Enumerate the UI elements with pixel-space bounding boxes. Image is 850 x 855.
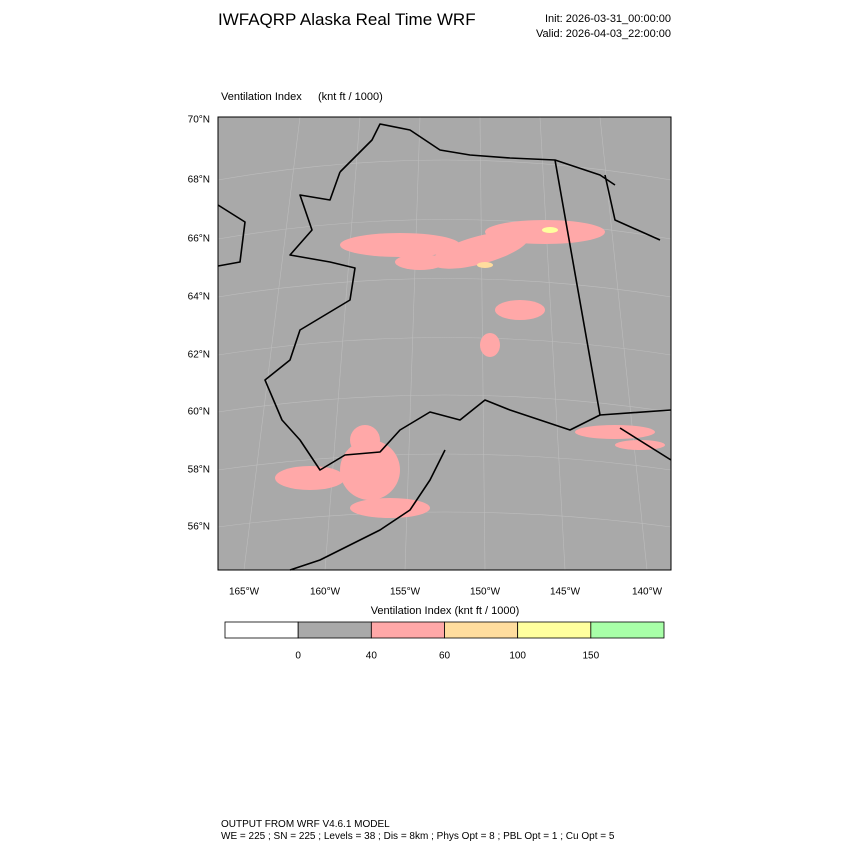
field-name: Ventilation Index	[221, 91, 302, 103]
lat-label: 64°N	[188, 292, 210, 303]
title: IWFAQRP Alaska Real Time WRF	[218, 10, 476, 29]
colorbar-label: 100	[509, 651, 526, 662]
lat-label: 56°N	[188, 522, 210, 533]
lon-label: 155°W	[390, 587, 421, 598]
lat-labels: 70°N 68°N 66°N 64°N 62°N 60°N 58°N 56°N	[188, 115, 210, 533]
colorbar-swatch	[444, 621, 519, 639]
colorbar-label: 0	[295, 651, 301, 662]
lat-label: 60°N	[188, 407, 210, 418]
footer-line: WE = 225 ; SN = 225 ; Levels = 38 ; Dis …	[221, 831, 615, 842]
colorbar-title: Ventilation Index (knt ft / 1000)	[371, 605, 520, 617]
colorbar: 0 40 60 100 150	[224, 621, 665, 662]
lon-label: 150°W	[470, 587, 501, 598]
colorbar-swatch	[370, 621, 445, 639]
map	[217, 116, 672, 571]
colorbar-swatch	[517, 621, 592, 639]
lat-label: 58°N	[188, 465, 210, 476]
lon-label: 165°W	[229, 587, 260, 598]
map-frame	[217, 116, 672, 571]
lat-label: 70°N	[188, 115, 210, 126]
lon-labels: 165°W 160°W 155°W 150°W 145°W 140°W	[229, 587, 663, 598]
coastlines	[217, 123, 672, 571]
lon-label: 145°W	[550, 587, 581, 598]
colorbar-swatch	[297, 621, 372, 639]
colorbar-swatch	[224, 621, 299, 639]
lon-label: 160°W	[310, 587, 341, 598]
lat-label: 62°N	[188, 350, 210, 361]
map-background	[218, 117, 671, 570]
init-time: Init: 2026-03-31_00:00:00	[545, 13, 671, 25]
ventilation-areas	[275, 220, 665, 518]
field-units: (knt ft / 1000)	[318, 91, 383, 103]
valid-time: Valid: 2026-04-03_22:00:00	[536, 28, 671, 40]
colorbar-label: 150	[582, 651, 599, 662]
colorbar-label: 40	[366, 651, 378, 662]
lon-label: 140°W	[632, 587, 663, 598]
colorbar-label: 60	[439, 651, 451, 662]
footer-line: OUTPUT FROM WRF V4.6.1 MODEL	[221, 819, 390, 830]
colorbar-swatch	[590, 621, 665, 639]
lat-label: 66°N	[188, 234, 210, 245]
lat-label: 68°N	[188, 175, 210, 186]
